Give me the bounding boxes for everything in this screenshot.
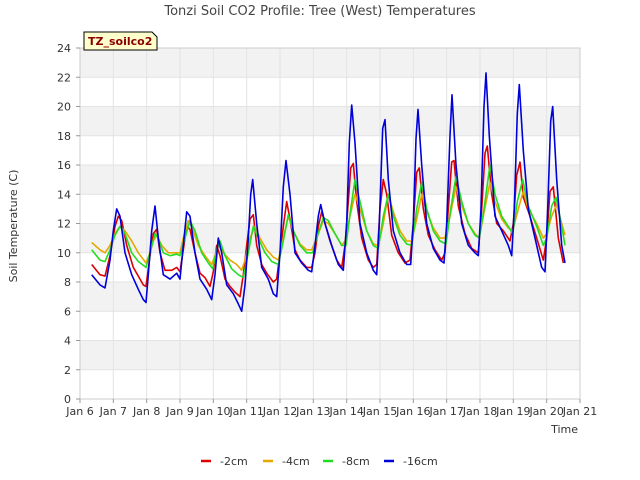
x-tick-label: Jan 11	[228, 405, 263, 418]
plot-band	[80, 48, 580, 78]
y-tick-label: 20	[57, 101, 71, 114]
x-tick-label: Jan 7	[99, 405, 127, 418]
legend-label: -8cm	[342, 455, 370, 468]
y-tick-label: 6	[64, 305, 71, 318]
y-tick-label: 8	[64, 276, 71, 289]
x-tick-label: Jan 8	[132, 405, 160, 418]
dataset-badge-label: TZ_soilco2	[88, 35, 152, 48]
plot-band	[80, 369, 580, 399]
x-tick-label: Jan 16	[395, 405, 430, 418]
legend-label: -4cm	[282, 455, 310, 468]
x-tick-label: Jan 12	[262, 405, 297, 418]
y-axis-label: Soil Temperature (C)	[7, 170, 20, 283]
y-tick-label: 4	[64, 335, 71, 348]
plot-band	[80, 165, 580, 195]
x-tick-label: Jan 20	[528, 405, 563, 418]
x-tick-label: Jan 17	[428, 405, 463, 418]
dataset-badge: TZ_soilco2	[83, 31, 158, 51]
x-tick-label: Jan 21	[562, 405, 597, 418]
plot-band	[80, 135, 580, 165]
series-layer	[91, 72, 566, 313]
dataset-badge-box	[83, 31, 158, 51]
x-tick-label: Jan 13	[295, 405, 330, 418]
chart-title: Tonzi Soil CO2 Profile: Tree (West) Temp…	[163, 4, 476, 19]
x-tick-label: Jan 10	[195, 405, 230, 418]
y-tick-label: 14	[57, 188, 71, 201]
legend-label: -2cm	[220, 455, 248, 468]
plot-band	[80, 106, 580, 136]
x-tick-label: Jan 15	[362, 405, 397, 418]
y-tick-label: 22	[57, 71, 71, 84]
y-tick-label: 0	[64, 393, 71, 406]
y-tick-label: 18	[57, 130, 71, 143]
y-tick-label: 10	[57, 247, 71, 260]
plot-band	[80, 311, 580, 341]
y-tick-label: 24	[57, 42, 71, 55]
y-tick-label: 16	[57, 159, 71, 172]
x-axis-label: Time	[550, 423, 578, 436]
series-line-neg16cm	[91, 72, 566, 313]
plot-band	[80, 340, 580, 370]
y-tick-label: 2	[64, 364, 71, 377]
plot-band	[80, 77, 580, 107]
plot-band	[80, 252, 580, 282]
series-line-neg8cm	[91, 164, 566, 279]
legend-label: -16cm	[403, 455, 438, 468]
x-tick-label: Jan 19	[495, 405, 530, 418]
plot-band	[80, 282, 580, 312]
x-tick-label: Jan 14	[328, 405, 363, 418]
x-tick-label: Jan 18	[462, 405, 497, 418]
y-tick-label: 12	[57, 218, 71, 231]
x-tick-label: Jan 9	[165, 405, 193, 418]
x-tick-label: Jan 6	[65, 405, 93, 418]
series-line-neg4cm	[91, 181, 566, 272]
legend: -2cm -4cm -8cm -16cm	[201, 455, 438, 468]
